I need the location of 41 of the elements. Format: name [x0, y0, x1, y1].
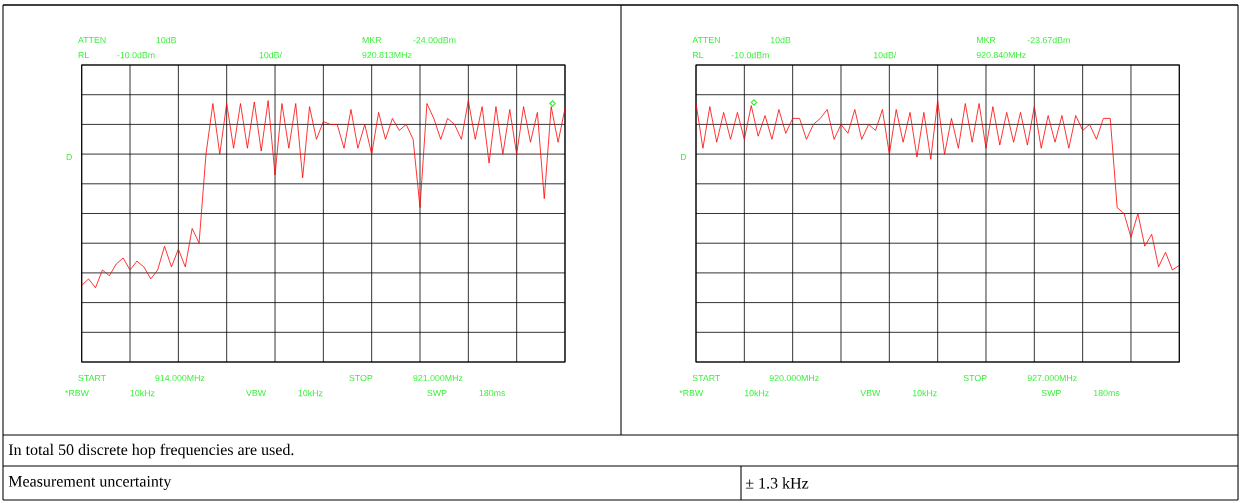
text: 10kHz [298, 389, 323, 397]
text: 10dB [156, 36, 177, 44]
text: 914.000MHz [155, 374, 205, 382]
text: SWP [427, 389, 447, 397]
text: START [692, 374, 721, 382]
text: -24.00dBm [413, 36, 456, 44]
text: *RBW [679, 389, 704, 397]
text: 10dB/ [259, 51, 282, 59]
text: 920.813MHz [362, 51, 412, 59]
text: VBW [246, 389, 266, 397]
text: ATTEN [692, 36, 720, 44]
text: *RBW [65, 389, 89, 397]
text: -10.0dBm [731, 51, 769, 59]
text: Measurement uncertainty [8, 475, 172, 491]
text: 921.000MHz [413, 374, 463, 382]
text: 10kHz [912, 389, 937, 397]
text: SWP [1041, 389, 1061, 397]
text: START [78, 374, 106, 382]
text: 10kHz [130, 389, 155, 397]
text: MKR [977, 36, 996, 44]
text: 10dB [770, 36, 791, 44]
text: D [681, 153, 687, 161]
text: 10dB/ [873, 51, 897, 59]
text: 10kHz [744, 389, 769, 397]
text: VBW [860, 389, 881, 397]
text: STOP [349, 374, 373, 382]
text: 927.000MHz [1027, 374, 1077, 382]
text: 180ms [479, 389, 506, 397]
text: ATTEN [77, 36, 106, 44]
text: 180ms [1093, 389, 1120, 397]
text: MKR [362, 36, 382, 44]
text: -10.0dBm [117, 51, 155, 59]
text: STOP [963, 374, 987, 382]
text: RL [693, 51, 704, 59]
text: D [66, 153, 72, 161]
text: 920.000MHz [769, 374, 819, 382]
text: 920.840MHz [976, 51, 1026, 59]
text: -23.67dBm [1027, 36, 1070, 44]
text: In total 50 discrete hop frequencies are used. [8, 443, 294, 459]
text: RL [78, 51, 89, 59]
text: ± 1.3 kHz [745, 477, 809, 489]
